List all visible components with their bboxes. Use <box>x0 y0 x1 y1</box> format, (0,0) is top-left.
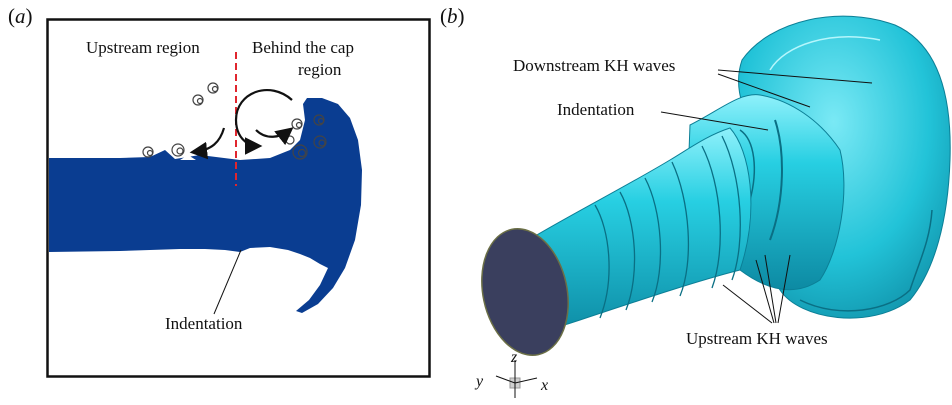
panel-a-frame <box>46 18 431 378</box>
upstream-leader-1 <box>722 284 773 324</box>
jet-inlet <box>481 228 569 356</box>
panel-a-illustration <box>46 18 431 378</box>
label-downstream-kh: Downstream KH waves <box>513 56 676 75</box>
downstream-leader-1 <box>717 69 873 84</box>
panel-a-letter: (a) <box>8 4 33 28</box>
upstream-leader-2 <box>755 259 775 324</box>
axes-triad <box>495 360 538 398</box>
kh-wave-ridges <box>594 135 741 319</box>
label-upstream-kh: Upstream KH waves <box>686 329 828 348</box>
upstream-leader-3 <box>764 254 777 324</box>
label-indentation-b: Indentation <box>557 100 635 119</box>
indentation-leader-a <box>213 249 242 315</box>
upstream-leader-4 <box>777 254 791 324</box>
vortex-rings <box>142 82 327 160</box>
panel-b-letter: (b) <box>440 4 465 28</box>
panel-a: (a) <box>0 0 440 405</box>
axis-z-label: z <box>510 349 518 366</box>
label-behind-cap-line1: Behind the cap <box>252 38 354 57</box>
indentation-leader-b <box>660 111 769 131</box>
label-upstream-region: Upstream region <box>86 38 200 57</box>
axis-y-label: y <box>474 373 484 390</box>
axis-x-label: x <box>540 377 548 394</box>
panel-b: (b) <box>440 0 952 405</box>
jet-body <box>49 98 362 313</box>
label-behind-cap-line2: region <box>298 60 342 79</box>
flow-arrows <box>189 89 294 160</box>
downstream-leader-2 <box>717 73 811 108</box>
label-indentation-a: Indentation <box>165 314 243 333</box>
panel-b-illustration: z y x <box>474 15 951 398</box>
